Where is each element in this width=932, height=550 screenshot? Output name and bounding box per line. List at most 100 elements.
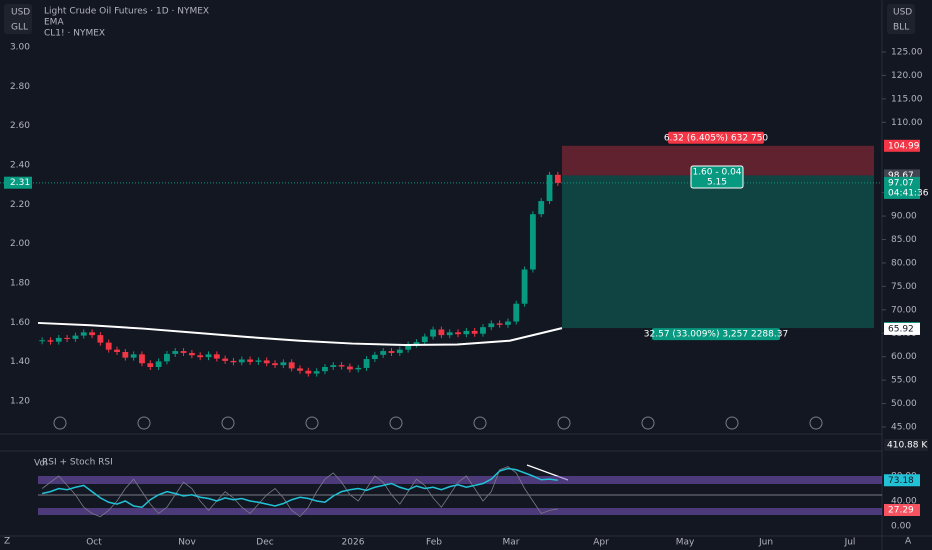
candle: [222, 358, 229, 361]
mid-label: 1.60 - 0.04: [692, 168, 741, 178]
candle: [554, 174, 561, 183]
zoom-icon[interactable]: Z: [4, 537, 10, 547]
stop-label-box: [668, 131, 764, 144]
candle: [421, 336, 428, 343]
rsi-title: RSI + Stoch RSI: [42, 458, 113, 468]
y-tick-label: 125.00: [891, 48, 923, 58]
rsi-tick-label: 40.00: [891, 497, 917, 507]
candle: [313, 371, 320, 374]
candle: [496, 323, 503, 325]
candle: [338, 365, 345, 367]
x-tick-label: Nov: [178, 538, 196, 548]
candle: [272, 363, 278, 366]
left-y-tick-label: 2.20: [10, 200, 30, 210]
rsi-tag: 73.18: [888, 476, 914, 486]
candle: [538, 201, 545, 215]
candle: [263, 360, 270, 364]
candle: [288, 362, 295, 369]
rsi-tick-label: 0.00: [891, 522, 911, 532]
x-tick-label: Apr: [593, 538, 609, 548]
x-tick-label: Feb: [426, 538, 442, 548]
auto-icon[interactable]: A: [905, 537, 912, 547]
rsi-line: [41, 467, 558, 509]
last-price-tag-bg: [884, 176, 920, 199]
candle: [238, 359, 245, 363]
candle: [80, 332, 87, 336]
candle: [363, 359, 370, 368]
candle: [155, 361, 162, 367]
left-unit-box[interactable]: [4, 4, 32, 34]
y-tick-label: 90.00: [891, 212, 917, 222]
candle: [255, 360, 262, 362]
candle: [89, 332, 95, 336]
stoch-tag: 27.29: [888, 506, 914, 516]
candle: [355, 367, 362, 370]
candle: [438, 329, 445, 336]
left-y-tick-label: 2.00: [10, 239, 30, 249]
replay-icon: [137, 416, 151, 430]
x-tick-label: Jun: [758, 538, 773, 548]
rsi-band: [38, 508, 882, 515]
left-y-tick-label: 2.80: [10, 82, 30, 92]
candle: [139, 354, 145, 364]
replay-icon: [221, 416, 235, 430]
candle: [114, 349, 120, 352]
candle: [64, 337, 71, 339]
left-y-tick-label: 1.80: [10, 279, 30, 289]
x-tick-label: Jul: [844, 538, 856, 548]
candle: [446, 332, 453, 336]
x-tick-label: May: [676, 538, 695, 548]
candle: [205, 354, 212, 358]
candle: [413, 342, 420, 345]
candle: [230, 360, 237, 363]
candle: [546, 174, 553, 202]
y-tick-label: 45.00: [891, 423, 917, 433]
candle: [405, 344, 412, 350]
y-tick-label: 60.00: [891, 352, 917, 362]
candle: [430, 329, 436, 337]
target-label: 32.57 (33.009%) 3,257 2288.37: [644, 330, 788, 340]
target-label-box: [652, 328, 780, 341]
y-tick-label: 70.00: [891, 305, 917, 315]
candle: [380, 351, 387, 355]
indicator: EMA: [44, 18, 64, 28]
candle: [180, 351, 187, 353]
rsi-tag-bg: [884, 474, 920, 487]
candle: [346, 366, 353, 370]
left-last-tag-bg: [4, 176, 32, 189]
volume-tag: 410.88 K: [887, 441, 928, 451]
y-tick-label: 110.00: [891, 118, 923, 128]
y-tick-label: 80.00: [891, 258, 917, 268]
left-unit: GLL: [11, 23, 28, 33]
rsi-line: [41, 466, 558, 518]
entry-tag: 98.67: [888, 171, 914, 181]
candle: [97, 335, 104, 343]
mid-label-box: [690, 165, 744, 189]
candle: [488, 323, 495, 328]
replay-icon: [641, 416, 655, 430]
x-tick-label: Oct: [86, 538, 102, 548]
title: Light Crude Oil Futures · 1D · NYMEX: [44, 7, 209, 17]
right-currency: USD: [893, 8, 912, 18]
candle: [471, 330, 478, 334]
y-tick-label: 55.00: [891, 376, 917, 386]
candle: [147, 363, 154, 367]
volume-title: Vol: [34, 459, 47, 469]
volume-tag-bg: [884, 439, 928, 451]
candle: [529, 214, 536, 270]
last-price-tag: 97.07: [888, 178, 914, 188]
countdown: 04:41:36: [888, 188, 929, 198]
candle: [47, 340, 54, 342]
replay-icon: [305, 416, 319, 430]
stop-label: 6.32 (6.405%) 632 750: [664, 133, 769, 143]
x-tick-label: Dec: [256, 538, 273, 548]
right-unit-box[interactable]: [887, 4, 915, 34]
candle: [297, 368, 303, 371]
stoch-tag-bg: [884, 504, 920, 516]
left-y-tick-label: 1.40: [10, 357, 30, 367]
ema-line: [37, 321, 563, 346]
candle: [197, 355, 204, 358]
candle: [455, 332, 461, 335]
y-tick-label: 85.00: [891, 235, 917, 245]
